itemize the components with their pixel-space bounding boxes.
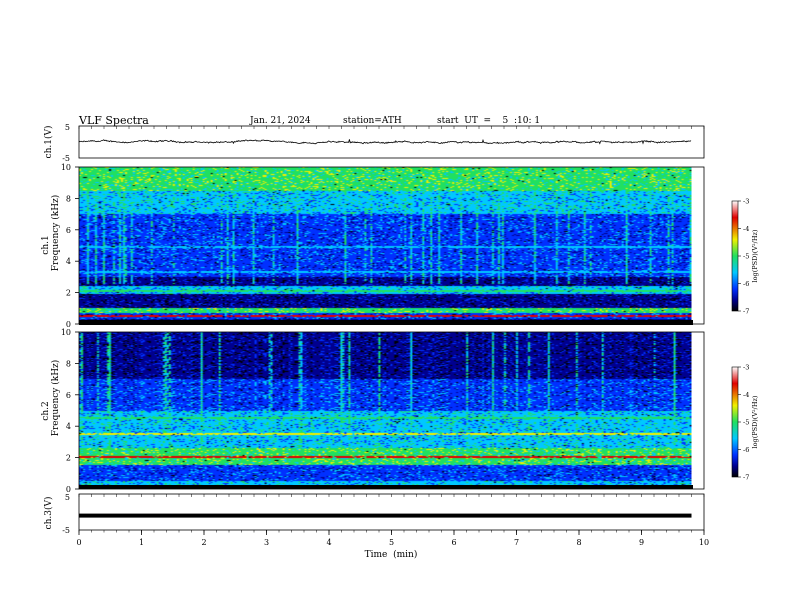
ch3-voltage-axis-label: ch.3(V): [43, 497, 54, 530]
time-tick-label: 4: [326, 538, 331, 547]
ch1-frequency-axis-label: Frequency (kHz): [50, 195, 61, 272]
ch1-spectrogram-panel: 10 8 6 4 2 0 ch.1 Frequency (kHz): [41, 163, 705, 329]
colorbar-gradient: [731, 366, 739, 478]
frequency-tick-label: 0: [66, 320, 71, 329]
frequency-tick-label: 10: [61, 328, 71, 337]
ch3-voltage-ticks: [78, 494, 705, 497]
ch2-spectrogram-image: [79, 332, 692, 489]
colorbar-tick-label: -3: [743, 364, 749, 372]
time-tick-label: 8: [576, 538, 581, 547]
ch3-voltage-panel: 5 -5 ch.3(V): [43, 493, 705, 535]
time-tick-label: 3: [264, 538, 269, 547]
frequency-tick-label: 4: [66, 422, 71, 431]
colorbar-gradient: [731, 200, 739, 312]
colorbar-tick-label: -5: [743, 253, 749, 261]
frequency-tick-label: 10: [61, 163, 71, 172]
time-axis-label: Time (min): [365, 549, 418, 560]
colorbar-label: log(PSD)(V²/Hz): [751, 395, 759, 448]
ch1-frequency-ticks: 10 8 6 4 2 0: [61, 163, 79, 329]
figure-title: VLF Spectra: [78, 114, 149, 127]
frequency-tick-label: 6: [66, 226, 71, 235]
ch1-colorbar: -3 -4 -5 -6 -7 log(PSD)(V²/Hz): [731, 198, 759, 316]
colorbar-tick-label: -6: [743, 446, 749, 454]
colorbar-tick-label: -4: [743, 225, 749, 233]
frequency-tick-label: 4: [66, 257, 71, 266]
time-tick-label: 1: [139, 538, 144, 547]
ch1-spectrogram-image: [79, 167, 692, 324]
station-label: station=ATH: [343, 116, 402, 126]
time-tick-label: 9: [639, 538, 644, 547]
ch1-voltage-tick-bottom: -5: [62, 154, 70, 163]
date-label: Jan. 21, 2024: [249, 116, 311, 126]
colorbar-label: log(PSD)(V²/Hz): [751, 229, 759, 282]
ch3-voltage-trace: [79, 513, 692, 518]
ch1-colorbar-bottom-band: [79, 320, 693, 325]
ch1-voltage-axis-label: ch.1(V): [43, 126, 54, 159]
colorbar-tick-label: -4: [743, 391, 749, 399]
time-tick-label: 0: [76, 538, 81, 547]
time-tick-label: 7: [514, 538, 519, 547]
start-time-label: start UT = 5 :10: 1: [437, 116, 540, 126]
ch3-voltage-frame: [78, 493, 705, 531]
ch1-panel-label: ch.1: [41, 235, 51, 254]
time-tick-label: 5: [389, 538, 394, 547]
ch3-voltage-tick-top: 5: [65, 493, 70, 502]
frequency-tick-label: 8: [66, 359, 71, 368]
ch1-voltage-panel: 5 -5 ch.1(V): [43, 123, 705, 163]
frequency-tick-label: 6: [66, 391, 71, 400]
frequency-tick-label: 2: [66, 454, 71, 463]
ch2-frequency-ticks: 10 8 6 4 2 0: [61, 328, 79, 494]
ch3-voltage-tick-bottom: -5: [62, 526, 70, 535]
colorbar-tick-label: -3: [743, 198, 749, 206]
time-tick-label: 6: [451, 538, 456, 547]
colorbar-tick-label: -7: [743, 308, 749, 316]
ch2-spectrogram-panel: 10 8 6 4 2 0 ch.2 Frequency (kHz): [41, 328, 705, 494]
ch2-panel-label: ch.2: [41, 401, 51, 420]
colorbar-tick-label: -6: [743, 280, 749, 288]
colorbar-tick-label: -5: [743, 419, 749, 427]
frequency-tick-label: 2: [66, 289, 71, 298]
ch2-bottom-band: [79, 485, 693, 489]
time-tick-label: 2: [201, 538, 206, 547]
colorbar-tick-label: -7: [743, 474, 749, 482]
ch1-voltage-trace: [78, 138, 692, 145]
ch2-colorbar: -3 -4 -5 -6 -7 log(PSD)(V²/Hz): [731, 364, 759, 482]
ch1-voltage-tick-top: 5: [65, 123, 70, 132]
frequency-tick-label: 0: [66, 485, 71, 494]
frequency-tick-label: 8: [66, 194, 71, 203]
time-axis: 0 1 2 3 4 5 6 7 8 9 10: [76, 126, 709, 547]
ch2-frequency-axis-label: Frequency (kHz): [50, 360, 61, 437]
time-tick-label: 10: [699, 538, 709, 547]
